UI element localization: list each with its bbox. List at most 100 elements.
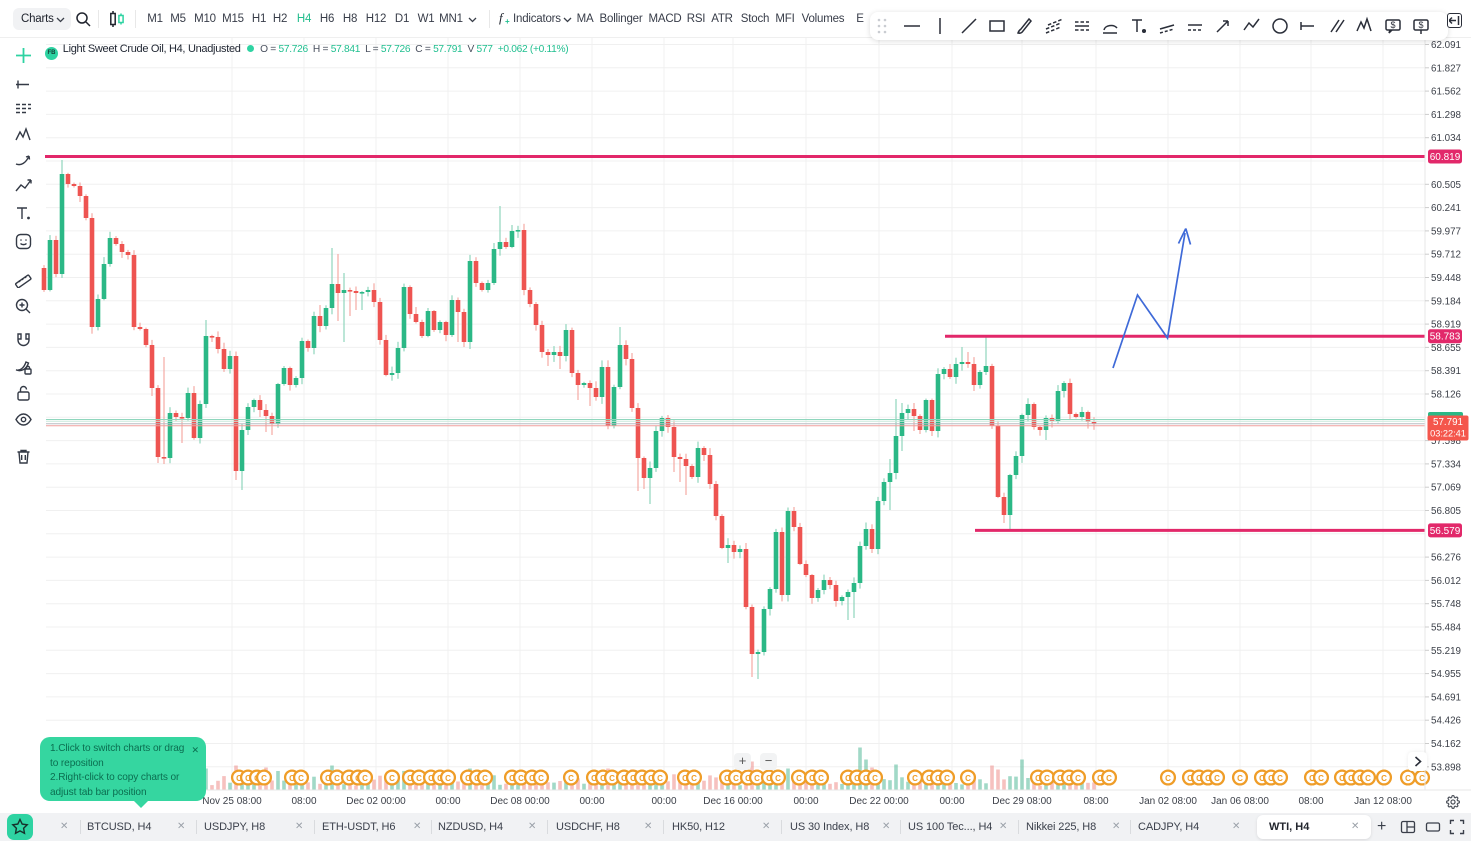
svg-text:$: $ xyxy=(1391,20,1396,30)
svg-text:C: C xyxy=(965,774,971,783)
svg-text:C: C xyxy=(325,774,331,783)
svg-text:57.069: 57.069 xyxy=(1431,483,1461,494)
svg-text:C: C xyxy=(1035,774,1041,783)
svg-text:C: C xyxy=(1348,774,1354,783)
svg-text:C: C xyxy=(518,774,524,783)
svg-text:C: C xyxy=(1405,774,1411,783)
svg-text:C: C xyxy=(465,774,471,783)
svg-text:08:00: 08:00 xyxy=(1083,796,1108,807)
svg-text:59.977: 59.977 xyxy=(1431,226,1461,237)
svg-text:61.034: 61.034 xyxy=(1431,133,1462,144)
svg-text:C: C xyxy=(591,774,597,783)
svg-text:C: C xyxy=(407,774,413,783)
svg-text:C: C xyxy=(509,774,515,783)
svg-text:55.748: 55.748 xyxy=(1431,599,1462,610)
svg-text:C: C xyxy=(236,774,242,783)
svg-text:Dec 29 08:00: Dec 29 08:00 xyxy=(992,796,1052,807)
svg-text:C: C xyxy=(766,774,772,783)
svg-text:C: C xyxy=(538,774,544,783)
svg-text:58.655: 58.655 xyxy=(1431,343,1462,354)
svg-text:00:00: 00:00 xyxy=(939,796,964,807)
svg-text:C: C xyxy=(944,774,950,783)
svg-text:C: C xyxy=(389,774,395,783)
svg-text:C: C xyxy=(609,774,615,783)
svg-text:C: C xyxy=(529,774,535,783)
svg-text:C: C xyxy=(1165,774,1171,783)
svg-text:56.579: 56.579 xyxy=(1430,526,1461,537)
svg-text:Jan 02 08:00: Jan 02 08:00 xyxy=(1139,796,1197,807)
svg-text:58.919: 58.919 xyxy=(1431,320,1461,331)
svg-text:C: C xyxy=(1365,774,1371,783)
svg-text:C: C xyxy=(912,774,918,783)
svg-text:C: C xyxy=(1187,774,1193,783)
svg-text:C: C xyxy=(724,774,730,783)
svg-text:$: $ xyxy=(1419,20,1424,30)
svg-text:C: C xyxy=(1196,774,1202,783)
svg-text:C: C xyxy=(682,774,688,783)
svg-text:C: C xyxy=(872,774,878,783)
svg-text:C: C xyxy=(630,774,636,783)
svg-text:54.162: 54.162 xyxy=(1431,739,1461,750)
svg-text:C: C xyxy=(334,774,340,783)
svg-text:C: C xyxy=(818,774,824,783)
svg-text:56.276: 56.276 xyxy=(1431,553,1462,564)
svg-text:C: C xyxy=(809,774,815,783)
svg-text:55.219: 55.219 xyxy=(1431,646,1461,657)
svg-text:57.598: 57.598 xyxy=(1431,436,1462,447)
svg-text:C: C xyxy=(1381,774,1387,783)
svg-text:C: C xyxy=(1097,774,1103,783)
svg-text:59.448: 59.448 xyxy=(1431,273,1462,284)
svg-text:54.426: 54.426 xyxy=(1431,716,1462,727)
svg-text:C: C xyxy=(600,774,606,783)
svg-text:C: C xyxy=(1237,774,1243,783)
svg-text:Dec 22 00:00: Dec 22 00:00 xyxy=(849,796,909,807)
svg-text:C: C xyxy=(648,774,654,783)
svg-text:Jan 06 08:00: Jan 06 08:00 xyxy=(1211,796,1269,807)
svg-text:56.805: 56.805 xyxy=(1431,506,1462,517)
svg-text:00:00: 00:00 xyxy=(793,796,818,807)
svg-text:C: C xyxy=(428,774,434,783)
svg-text:C: C xyxy=(639,774,645,783)
svg-text:C: C xyxy=(1106,774,1112,783)
svg-text:C: C xyxy=(775,774,781,783)
svg-text:53.898: 53.898 xyxy=(1431,762,1462,773)
svg-text:C: C xyxy=(445,774,451,783)
svg-text:C: C xyxy=(621,774,627,783)
svg-text:61.562: 61.562 xyxy=(1431,87,1461,98)
svg-text:C: C xyxy=(745,774,751,783)
svg-text:Nov 25 08:00: Nov 25 08:00 xyxy=(202,796,262,807)
svg-text:60.819: 60.819 xyxy=(1430,152,1461,163)
svg-text:C: C xyxy=(1205,774,1211,783)
svg-text:C: C xyxy=(1277,774,1283,783)
svg-text:08:00: 08:00 xyxy=(291,796,316,807)
svg-text:C: C xyxy=(863,774,869,783)
svg-text:56.012: 56.012 xyxy=(1431,576,1461,587)
svg-text:Dec 08 00:00: Dec 08 00:00 xyxy=(490,796,550,807)
svg-text:C: C xyxy=(289,774,295,783)
svg-text:03:22:41: 03:22:41 xyxy=(1430,429,1466,439)
svg-text:57.334: 57.334 xyxy=(1431,459,1462,470)
svg-text:C: C xyxy=(1268,774,1274,783)
svg-text:55.484: 55.484 xyxy=(1431,623,1462,634)
svg-text:C: C xyxy=(854,774,860,783)
svg-text:C: C xyxy=(796,774,802,783)
svg-text:59.184: 59.184 xyxy=(1431,296,1462,307)
svg-text:54.691: 54.691 xyxy=(1431,692,1461,703)
svg-text:C: C xyxy=(926,774,932,783)
svg-text:C: C xyxy=(845,774,851,783)
svg-text:C: C xyxy=(1044,774,1050,783)
svg-text:60.505: 60.505 xyxy=(1431,180,1462,191)
svg-text:00:00: 00:00 xyxy=(435,796,460,807)
svg-text:C: C xyxy=(1066,774,1072,783)
svg-text:C: C xyxy=(1259,774,1265,783)
svg-text:C: C xyxy=(1309,774,1315,783)
svg-text:Dec 16 00:00: Dec 16 00:00 xyxy=(703,796,763,807)
svg-text:C: C xyxy=(935,774,941,783)
svg-text:C: C xyxy=(482,774,488,783)
svg-text:C: C xyxy=(1075,774,1081,783)
svg-text:54.955: 54.955 xyxy=(1431,669,1462,680)
svg-text:C: C xyxy=(416,774,422,783)
svg-text:C: C xyxy=(298,774,304,783)
svg-text:C: C xyxy=(657,774,663,783)
svg-text:61.298: 61.298 xyxy=(1431,110,1462,121)
